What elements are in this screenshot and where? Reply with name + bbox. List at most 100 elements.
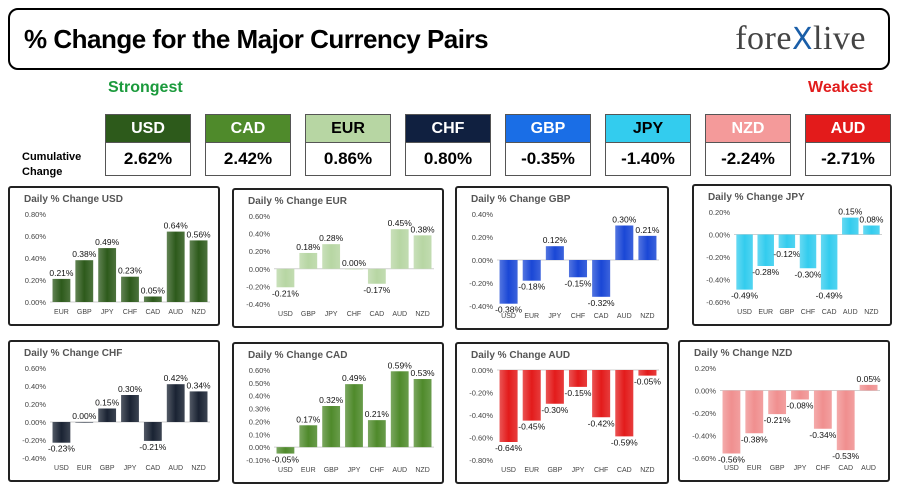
x-tick-label: AUD xyxy=(168,309,183,316)
y-tick-label: 0.00% xyxy=(472,256,494,265)
currency-box-gbp: GBP -0.35% xyxy=(505,114,591,176)
cumulative-label-line2: Change xyxy=(22,166,63,178)
y-tick-label: -0.20% xyxy=(469,279,493,288)
x-tick-label: USD xyxy=(501,313,516,320)
x-tick-label: JPY xyxy=(101,309,114,316)
data-label: -0.23% xyxy=(48,444,75,454)
chart-title: Daily % Change JPY xyxy=(708,192,805,203)
data-label: 0.49% xyxy=(95,237,120,247)
bar-jpy xyxy=(322,244,341,269)
currency-code: CAD xyxy=(206,115,290,143)
currency-cumulative-value: 2.62% xyxy=(123,149,173,168)
data-label: -0.59% xyxy=(611,437,638,447)
bar-usd xyxy=(722,390,741,454)
x-tick-label: NZD xyxy=(415,467,429,474)
bar-cad xyxy=(836,390,855,451)
x-tick-label: AUD xyxy=(168,465,183,472)
cumulative-label-line1: Cumulative xyxy=(22,151,82,163)
x-tick-label: GBP xyxy=(301,311,316,318)
data-label: -0.38% xyxy=(741,434,768,444)
bar-nzd xyxy=(413,379,432,448)
x-tick-label: EUR xyxy=(524,313,539,320)
bar-usd xyxy=(276,447,295,454)
y-tick-label: 0.60% xyxy=(25,364,47,373)
y-tick-label: 0.30% xyxy=(249,405,271,414)
data-label: 0.28% xyxy=(319,233,344,243)
chart-title: Daily % Change EUR xyxy=(248,196,347,207)
data-label: 0.42% xyxy=(164,373,189,383)
header-banner: % Change for the Major Currency Pairs fo… xyxy=(8,8,890,70)
currency-code: CHF xyxy=(406,115,490,143)
bar-eur xyxy=(522,260,541,281)
bar-cad xyxy=(592,260,611,297)
data-label: 0.00% xyxy=(72,411,97,421)
x-tick-label: JPY xyxy=(794,465,807,472)
data-label: 0.64% xyxy=(164,221,189,231)
data-label: -0.30% xyxy=(541,405,568,415)
x-tick-label: CAD xyxy=(369,311,384,318)
bar-chart-svg: 0.00% 0.20% 0.40% 0.60% 0.80% 0.21% EUR 0.38% GB… xyxy=(25,210,211,316)
x-tick-label: CAD xyxy=(617,467,632,474)
y-tick-label: -0.20% xyxy=(246,282,270,291)
x-tick-label: NZD xyxy=(191,465,205,472)
bar-eur xyxy=(299,425,318,448)
bar-usd xyxy=(736,234,753,290)
y-tick-label: 0.00% xyxy=(709,231,731,240)
data-label: 0.15% xyxy=(838,207,863,217)
y-tick-label: 0.00% xyxy=(695,387,717,396)
bar-nzd xyxy=(863,225,880,235)
data-label: 0.32% xyxy=(319,395,344,405)
y-tick-label: -0.20% xyxy=(22,436,46,445)
data-label: -0.05% xyxy=(634,377,661,387)
forexlive-logo: foreXlive xyxy=(735,20,866,58)
x-tick-label: AUD xyxy=(843,309,858,316)
y-tick-label: 0.60% xyxy=(25,232,47,241)
bar-chart-svg: -0.80% -0.60% -0.40% -0.20% 0.00% -0.64% USD -0… xyxy=(469,366,661,474)
data-label: -0.32% xyxy=(588,298,615,308)
y-tick-label: 0.00% xyxy=(249,265,271,274)
x-tick-label: AUD xyxy=(392,311,407,318)
y-tick-label: -0.40% xyxy=(246,300,270,309)
data-label: -0.49% xyxy=(816,291,843,301)
data-label: 0.08% xyxy=(859,215,884,225)
bar-gbp xyxy=(98,408,117,422)
data-label: -0.45% xyxy=(518,422,545,432)
x-tick-label: CAD xyxy=(822,309,837,316)
currency-cumulative-value: -0.35% xyxy=(521,149,575,168)
bar-chf xyxy=(345,268,363,270)
chart-panel-7: Daily % Change NZD -0.60% -0.40% -0.20% 0.00… xyxy=(678,340,890,482)
data-label: 0.53% xyxy=(411,368,436,378)
y-tick-label: -0.40% xyxy=(22,454,46,463)
bar-chf xyxy=(799,234,817,269)
data-label: -0.05% xyxy=(272,455,299,465)
y-tick-label: -0.60% xyxy=(706,298,730,307)
bar-nzd xyxy=(189,240,208,302)
bar-cad xyxy=(143,296,162,302)
data-label: -0.17% xyxy=(363,285,390,295)
data-label: -0.49% xyxy=(731,291,758,301)
currency-cumulative-value: -1.40% xyxy=(621,149,675,168)
bar-aud xyxy=(615,225,634,260)
data-label: -0.34% xyxy=(809,430,836,440)
currency-code: JPY xyxy=(606,115,690,143)
currency-box-chf: CHF 0.80% xyxy=(405,114,491,176)
bar-gbp xyxy=(75,260,94,302)
bar-nzd xyxy=(638,235,657,260)
y-tick-label: 0.60% xyxy=(249,212,271,221)
chart-panel-3: Daily % Change JPY -0.60% -0.40% -0.20% 0.00… xyxy=(692,184,892,326)
bar-nzd xyxy=(413,235,432,269)
x-tick-label: JPY xyxy=(548,313,561,320)
bar-gbp xyxy=(545,370,564,404)
data-label: -0.42% xyxy=(588,418,615,428)
x-tick-label: AUD xyxy=(617,313,632,320)
y-tick-label: -0.60% xyxy=(692,454,716,463)
strongest-label: Strongest xyxy=(108,79,183,96)
bar-jpy xyxy=(791,390,809,400)
x-tick-label: AUD xyxy=(392,467,407,474)
chart-panel-5: Daily % Change CAD -0.10% 0.00% 0.10% 0.20% 0… xyxy=(232,342,444,484)
x-tick-label: USD xyxy=(54,465,69,472)
data-label: 0.00% xyxy=(342,258,367,268)
data-label: 0.30% xyxy=(612,215,637,225)
currency-box-aud: AUD -2.71% xyxy=(805,114,891,176)
y-tick-label: -0.60% xyxy=(469,434,493,443)
